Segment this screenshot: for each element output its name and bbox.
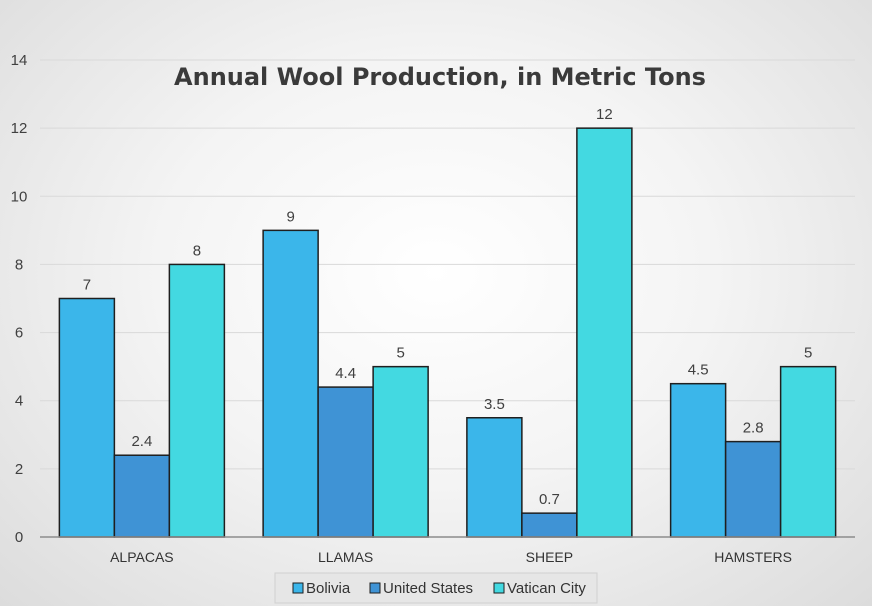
y-tick-label: 10 [11, 188, 28, 205]
data-label: 4.4 [335, 365, 356, 382]
data-label: 0.7 [539, 491, 560, 508]
data-labels: 7 2.4 8 9 4.4 5 3.5 0.7 12 4.5 2.8 5 [83, 106, 813, 508]
data-label: 4.5 [688, 362, 709, 379]
data-label: 5 [804, 345, 812, 362]
data-label: 2.4 [131, 433, 152, 450]
legend-swatch [369, 582, 381, 594]
data-label: 5 [396, 345, 404, 362]
data-label: 12 [596, 106, 613, 123]
bar-united-states-sheep [521, 512, 578, 538]
category-label: ALPACAS [110, 549, 174, 565]
y-tick-label: 12 [11, 120, 28, 137]
y-tick-label: 14 [11, 52, 28, 69]
data-label: 9 [286, 208, 294, 225]
legend-label: Bolivia [306, 580, 351, 597]
legend-label: Vatican City [507, 580, 586, 597]
x-axis-categories: ALPACAS LLAMAS SHEEP HAMSTERS [110, 549, 792, 565]
bar-bolivia-hamsters [669, 382, 727, 538]
bar-bolivia-llamas [262, 229, 319, 538]
gridlines [40, 59, 855, 470]
bar-vatican-city-alpacas [168, 263, 226, 538]
data-label: 3.5 [484, 396, 505, 413]
bar-bolivia-sheep [466, 417, 523, 538]
legend-label: United States [383, 580, 473, 597]
legend: Bolivia United States Vatican City [274, 572, 598, 604]
bar-vatican-city-llamas [372, 365, 429, 538]
data-label: 2.8 [743, 420, 764, 437]
y-tick-label: 2 [15, 461, 23, 478]
bar-united-states-llamas [317, 386, 374, 538]
bar-vatican-city-hamsters [779, 365, 837, 538]
chart-title: Annual Wool Production, in Metric Tons [174, 63, 706, 91]
bar-united-states-alpacas [113, 454, 171, 538]
bar-united-states-hamsters [724, 440, 782, 538]
y-tick-label: 8 [15, 256, 23, 273]
category-label: SHEEP [526, 549, 573, 565]
data-label: 8 [193, 242, 201, 259]
bar-bolivia-alpacas [58, 297, 116, 538]
legend-swatch [493, 582, 505, 594]
y-tick-label: 0 [15, 529, 23, 546]
data-label: 7 [83, 277, 91, 294]
y-tick-label: 4 [15, 393, 23, 410]
bars [58, 127, 837, 538]
category-label: HAMSTERS [714, 549, 792, 565]
y-tick-label: 6 [15, 325, 23, 342]
y-axis-ticks: 0 2 4 6 8 10 12 14 [11, 52, 28, 546]
legend-swatch [292, 582, 304, 594]
legend-box [274, 572, 598, 604]
category-label: LLAMAS [318, 549, 373, 565]
bar-vatican-city-sheep [576, 127, 633, 538]
